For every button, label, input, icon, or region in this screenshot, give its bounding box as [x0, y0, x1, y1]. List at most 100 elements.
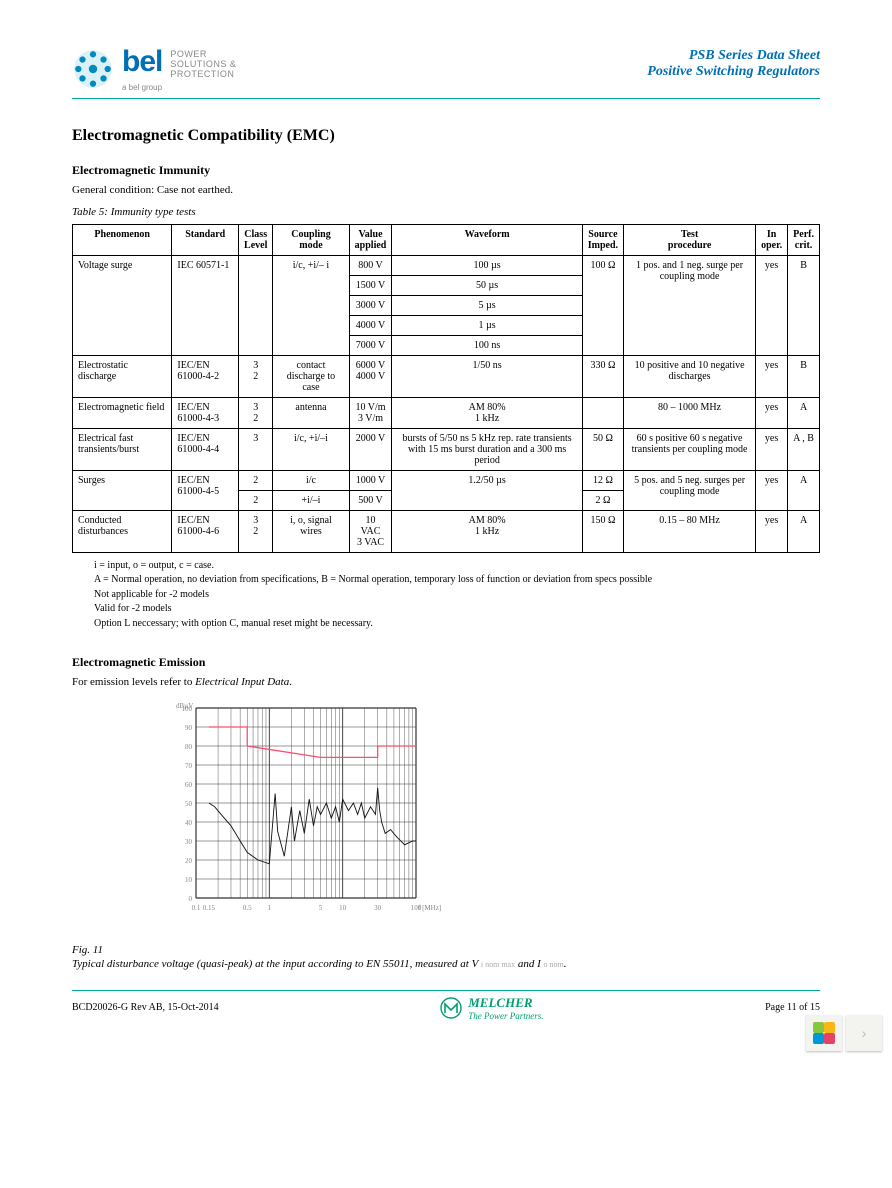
table-notes: i = input, o = output, c = case.A = Norm…: [72, 559, 820, 632]
col-header: Value applied: [349, 224, 392, 255]
col-header: In oper.: [756, 224, 788, 255]
col-header: Coupling mode: [273, 224, 349, 255]
table-cell: i, o, signal wires: [273, 510, 349, 552]
table-cell: 1/50 ns: [392, 355, 582, 397]
svg-text:0.15: 0.15: [203, 904, 216, 912]
table-caption: Table 5: Immunity type tests: [72, 206, 820, 218]
footer-left: BCD20026-G Rev AB, 15-Oct-2014: [72, 1002, 219, 1013]
note-line: Valid for -2 models: [94, 602, 820, 617]
svg-text:40: 40: [185, 819, 193, 827]
melcher-tag: The Power Partners.: [468, 1011, 543, 1021]
table-cell: 3000 V: [349, 295, 392, 315]
svg-text:60: 60: [185, 781, 193, 789]
table-cell: IEC/EN 61000-4-3: [172, 397, 239, 428]
table-cell: 100 ns: [392, 335, 582, 355]
table-cell: [239, 255, 273, 355]
table-cell: 10 positive and 10 negative discharges: [624, 355, 756, 397]
header: bel POWER SOLUTIONS & PROTECTION a bel g…: [72, 48, 820, 99]
table-cell: 5 pos. and 5 neg. surges per coupling mo…: [624, 470, 756, 510]
table-cell: 1 pos. and 1 neg. surge per coupling mod…: [624, 255, 756, 355]
table-cell: Voltage surge: [73, 255, 172, 355]
table-cell: yes: [756, 355, 788, 397]
table-cell: 4000 V: [349, 315, 392, 335]
table-cell: A: [788, 397, 820, 428]
svg-text:30: 30: [374, 904, 382, 912]
melcher-name: MELCHER: [468, 995, 532, 1010]
footer-right: Page 11 of 15: [765, 1002, 820, 1013]
table-cell: 100 µs: [392, 255, 582, 275]
emission-text-link: Electrical Input Data: [195, 676, 289, 688]
table-cell: bursts of 5/50 ns 5 kHz rep. rate transi…: [392, 428, 582, 470]
table-cell: IEC/EN 61000-4-4: [172, 428, 239, 470]
logo-text: bel: [122, 48, 162, 75]
table-cell: contact discharge to case: [273, 355, 349, 397]
svg-text:5: 5: [319, 904, 323, 912]
table-cell: 500 V: [349, 490, 392, 510]
col-header: Waveform: [392, 224, 582, 255]
table-cell: A: [788, 510, 820, 552]
table-cell: B: [788, 355, 820, 397]
svg-text:90: 90: [185, 724, 193, 732]
corner-app-icon[interactable]: [806, 1015, 842, 1051]
svg-text:dBµV: dBµV: [176, 702, 193, 710]
table-cell: i/c: [273, 470, 349, 490]
table-cell: 100 Ω: [582, 255, 623, 355]
note-line: i = input, o = output, c = case.: [94, 559, 820, 574]
table-cell: AM 80% 1 kHz: [392, 397, 582, 428]
emission-heading: Electromagnetic Emission: [72, 655, 820, 670]
col-header: Standard: [172, 224, 239, 255]
table-cell: 2000 V: [349, 428, 392, 470]
table-cell: 1500 V: [349, 275, 392, 295]
table-cell: 12 Ω: [582, 470, 623, 490]
table-cell: 1 µs: [392, 315, 582, 335]
table-cell: IEC/EN 61000-4-5: [172, 470, 239, 510]
svg-text:0: 0: [189, 895, 193, 903]
table-cell: yes: [756, 510, 788, 552]
table-cell: 1.2/50 µs: [392, 470, 582, 510]
table-cell: IEC/EN 61000-4-2: [172, 355, 239, 397]
note-line: Not applicable for -2 models: [94, 588, 820, 603]
table-cell: Electrostatic discharge: [73, 355, 172, 397]
table-cell: B: [788, 255, 820, 355]
fig-number: Fig. 11: [72, 944, 103, 956]
immunity-table: PhenomenonStandardClass LevelCoupling mo…: [72, 224, 820, 553]
col-header: Source Imped.: [582, 224, 623, 255]
figure-caption: Fig. 11 Typical disturbance voltage (qua…: [72, 943, 820, 972]
chevron-right-icon: ›: [862, 1025, 867, 1041]
melcher-icon: [440, 997, 462, 1019]
table-cell: 150 Ω: [582, 510, 623, 552]
table-cell: 7000 V: [349, 335, 392, 355]
table-cell: 50 Ω: [582, 428, 623, 470]
svg-text:30: 30: [185, 838, 193, 846]
table-cell: 6000 V 4000 V: [349, 355, 392, 397]
svg-text:50: 50: [185, 800, 193, 808]
table-cell: yes: [756, 397, 788, 428]
table-cell: yes: [756, 428, 788, 470]
table-cell: 3 2: [239, 510, 273, 552]
table-cell: 3 2: [239, 355, 273, 397]
next-page-button[interactable]: ›: [846, 1015, 882, 1051]
table-cell: 10 VAC 3 VAC: [349, 510, 392, 552]
corner-controls: ›: [806, 1015, 882, 1051]
doc-title-1: PSB Series Data Sheet: [647, 48, 820, 64]
page-title: Electromagnetic Compatibility (EMC): [72, 127, 820, 145]
svg-text:10: 10: [339, 904, 347, 912]
fig-text-tail: and I: [518, 958, 541, 970]
table-cell: antenna: [273, 397, 349, 428]
table-cell: 2 Ω: [582, 490, 623, 510]
table-cell: 330 Ω: [582, 355, 623, 397]
table-cell: Surges: [73, 470, 172, 510]
immunity-condition: General condition: Case not earthed.: [72, 184, 820, 196]
table-cell: AM 80% 1 kHz: [392, 510, 582, 552]
table-cell: A , B: [788, 428, 820, 470]
table-cell: Electromagnetic field: [73, 397, 172, 428]
header-right: PSB Series Data Sheet Positive Switching…: [647, 48, 820, 80]
col-header: Phenomenon: [73, 224, 172, 255]
doc-title-2: Positive Switching Regulators: [647, 64, 820, 80]
emission-chart: 01020304050607080901000.10.150.515103010…: [162, 702, 820, 935]
svg-text:f [MHz]: f [MHz]: [418, 904, 441, 912]
table-cell: 2: [239, 490, 273, 510]
svg-text:0.1: 0.1: [192, 904, 201, 912]
table-cell: yes: [756, 470, 788, 510]
immunity-heading: Electromagnetic Immunity: [72, 163, 820, 178]
